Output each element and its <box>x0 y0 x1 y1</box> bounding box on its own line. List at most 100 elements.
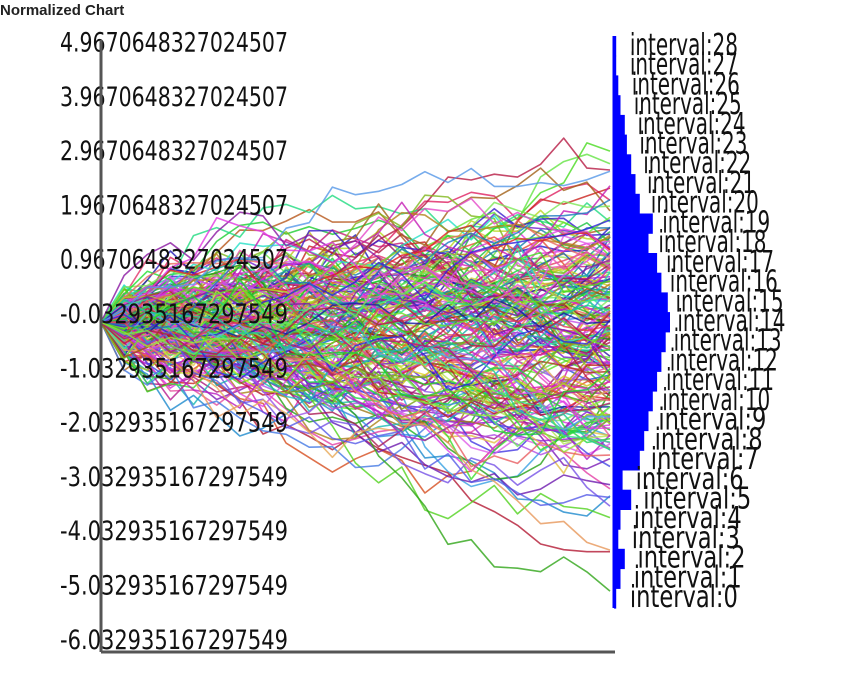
interval-histogram <box>612 36 670 609</box>
histogram-bar <box>614 312 670 333</box>
histogram-bar <box>614 588 617 609</box>
interval-label: interval:2 <box>638 541 746 576</box>
interval-label: interval:27 <box>630 48 738 83</box>
series-line <box>100 319 611 461</box>
y-tick-label: 0.9670648327024507 <box>60 245 288 276</box>
series-line <box>100 298 611 451</box>
interval-label: interval:0 <box>630 580 738 615</box>
interval-label: interval:1 <box>634 560 742 595</box>
interval-label: interval:28 <box>630 28 738 63</box>
series-line <box>100 282 611 356</box>
series-line <box>100 321 611 459</box>
interval-label: interval:26 <box>632 67 740 102</box>
series-line <box>100 321 611 453</box>
histogram-bar <box>614 489 632 510</box>
histogram-bar <box>614 154 632 175</box>
series-line <box>100 294 611 468</box>
histogram-bar <box>614 174 636 195</box>
interval-label: interval:17 <box>666 245 774 280</box>
histogram-bar <box>614 272 662 293</box>
histogram-bar <box>614 134 627 155</box>
y-tick-label: -5.032935167297549 <box>60 571 288 602</box>
histogram-bar <box>614 430 645 451</box>
y-tick-label: -1.032935167297549 <box>60 353 288 384</box>
y-tick-label: 1.9670648327024507 <box>60 190 288 221</box>
histogram-bar <box>614 233 649 254</box>
histogram-bar <box>614 253 658 274</box>
y-tick-label: -3.032935167297549 <box>60 462 288 493</box>
interval-label: interval:5 <box>643 482 751 517</box>
series-line <box>100 295 611 379</box>
series-lines <box>100 137 611 592</box>
interval-label: interval:11 <box>666 363 774 398</box>
interval-label: interval:6 <box>636 462 744 497</box>
interval-label: interval:22 <box>643 146 751 181</box>
series-line <box>100 312 611 420</box>
histogram-bar <box>614 36 617 57</box>
series-line <box>100 302 611 347</box>
interval-label: interval:14 <box>677 304 785 339</box>
series-line <box>100 217 611 430</box>
series-line <box>100 211 611 323</box>
series-line <box>100 311 611 431</box>
y-tick-label: -2.032935167297549 <box>60 408 288 439</box>
series-line <box>100 251 611 361</box>
series-line <box>100 321 611 419</box>
interval-label: interval:25 <box>634 87 742 122</box>
y-tick-label: -4.032935167297549 <box>60 516 288 547</box>
interval-label: interval:19 <box>662 205 770 240</box>
histogram-bar <box>614 75 619 96</box>
histogram-bar <box>614 529 619 550</box>
series-line <box>100 287 611 422</box>
histogram-bar <box>614 114 625 136</box>
series-line <box>100 307 611 355</box>
histogram-bar <box>614 213 653 234</box>
series-line <box>100 321 611 507</box>
histogram-bar <box>614 509 621 530</box>
interval-label: interval:13 <box>674 324 782 359</box>
histogram-bar <box>614 568 621 589</box>
series-line <box>100 278 611 436</box>
histogram-bar <box>614 95 621 116</box>
series-line <box>100 285 611 348</box>
y-tick-label: 4.9670648327024507 <box>60 28 288 59</box>
series-line <box>100 167 611 323</box>
interval-label: interval:12 <box>670 343 778 378</box>
histogram-bar <box>614 469 623 491</box>
histogram-bar <box>614 410 649 432</box>
series-line <box>100 313 611 391</box>
y-tick-labels: 4.9670648327024507 3.9670648327024507 2.96… <box>60 28 288 656</box>
y-tick-label: -0.032935167297549 <box>60 299 288 330</box>
interval-label: interval:3 <box>632 521 740 556</box>
series-line <box>100 197 611 336</box>
y-tick-label: 2.9670648327024507 <box>60 136 288 167</box>
histogram-bar <box>614 193 640 215</box>
interval-label: interval:18 <box>658 225 766 260</box>
series-line <box>100 321 611 423</box>
interval-label: interval:7 <box>651 442 759 477</box>
series-line <box>100 207 611 337</box>
y-tick-label: 3.9670648327024507 <box>60 82 288 113</box>
histogram-bar <box>614 391 653 412</box>
interval-label: interval:8 <box>655 422 763 457</box>
interval-label: interval:10 <box>662 383 770 418</box>
series-line <box>100 246 611 331</box>
interval-label: interval:16 <box>670 265 778 300</box>
histogram-bar <box>614 351 662 372</box>
series-line <box>100 224 611 339</box>
interval-label: interval:23 <box>639 127 747 162</box>
interval-label: interval:24 <box>638 107 746 142</box>
histogram-bar <box>614 55 617 76</box>
series-line <box>100 298 611 339</box>
series-line <box>100 250 611 326</box>
interval-label: interval:21 <box>647 166 755 201</box>
histogram-bar <box>614 292 668 313</box>
interval-labels: interval:0interval:1interval:2interval:3… <box>630 28 786 615</box>
histogram-bar <box>614 331 666 353</box>
interval-label: interval:20 <box>651 186 759 221</box>
series-line <box>100 321 611 551</box>
histogram-bar <box>614 450 640 471</box>
series-line <box>100 310 611 410</box>
series-line <box>100 321 611 469</box>
